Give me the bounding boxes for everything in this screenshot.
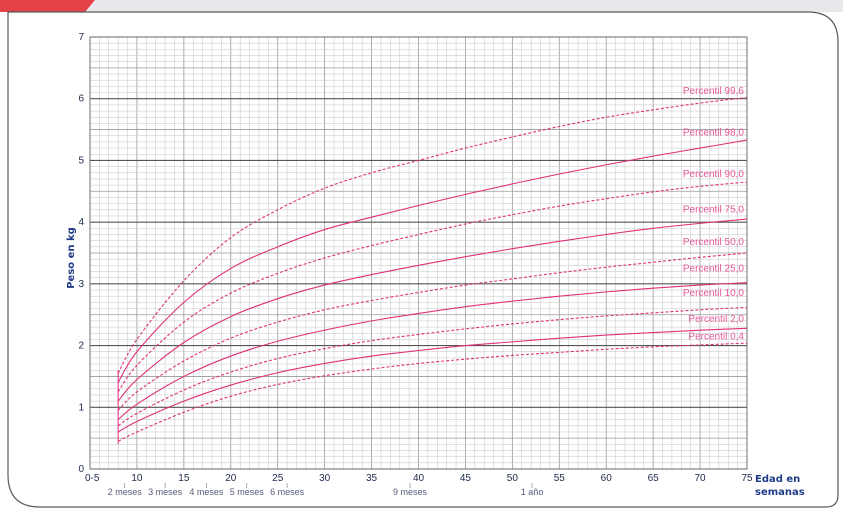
plot-border bbox=[89, 36, 748, 470]
y-tick-label: 7 bbox=[78, 32, 84, 43]
x-tick-label: 40 bbox=[413, 473, 425, 484]
percentile-curve-7 bbox=[117, 327, 748, 433]
x-tick-label: 50 bbox=[507, 473, 519, 484]
percentile-curve-1 bbox=[117, 139, 748, 383]
percentile-curve-3 bbox=[117, 218, 748, 402]
y-tick-label: 3 bbox=[78, 279, 84, 290]
y-tick-label: 5 bbox=[78, 155, 84, 166]
x-tick-label: 45 bbox=[460, 473, 472, 484]
percentile-curve-0 bbox=[117, 96, 748, 374]
curve-label-8: Percentil 0,4 bbox=[688, 331, 744, 342]
age-label: 1 año bbox=[521, 487, 544, 497]
percentile-curve-8 bbox=[117, 342, 748, 442]
top-band bbox=[0, 0, 843, 12]
x-tick-label: 65 bbox=[648, 473, 660, 484]
curve-label-3: Percentil 75,0 bbox=[683, 204, 745, 215]
x-tick-label: 15 bbox=[178, 473, 190, 484]
grid bbox=[89, 36, 748, 470]
curve-labels: Percentil 99,6 Percentil 98,0 Percentil 90… bbox=[683, 86, 745, 343]
age-label: 9 meses bbox=[393, 487, 428, 497]
curve-label-1: Percentil 98,0 bbox=[683, 128, 745, 139]
age-label: 5 meses bbox=[230, 487, 265, 497]
x-tick-label: 30 bbox=[319, 473, 331, 484]
y-tick-label: 1 bbox=[78, 402, 84, 413]
percentile-curves bbox=[117, 96, 748, 445]
x-tick-label: 20 bbox=[225, 473, 237, 484]
x-tick-label: 75 bbox=[741, 473, 753, 484]
curve-label-4: Percentil 50,0 bbox=[683, 237, 745, 248]
y-tick-label: 4 bbox=[78, 217, 84, 228]
y-tick-label: 0 bbox=[78, 464, 84, 475]
age-month-labels: 2 meses 3 meses 4 meses 5 meses 6 meses 9 mes… bbox=[108, 483, 544, 497]
x-axis-title-line2: semanas bbox=[755, 487, 805, 498]
x-tick-label: 70 bbox=[695, 473, 707, 484]
percentile-curve-4 bbox=[117, 252, 748, 411]
age-label: 6 meses bbox=[270, 487, 305, 497]
y-tick-label: 2 bbox=[78, 341, 84, 352]
x-tick-label: 55 bbox=[554, 473, 566, 484]
accent-corner-left bbox=[0, 0, 95, 12]
x-tick-label: 35 bbox=[366, 473, 378, 484]
curve-label-6: Percentil 10,0 bbox=[683, 288, 745, 299]
curve-label-2: Percentil 90,0 bbox=[683, 169, 745, 180]
x-axis-ticks: 0-5 10 15 20 25 30 35 40 45 50 55 60 65 70 75 bbox=[85, 473, 753, 484]
y-axis-title: Peso en kg bbox=[66, 227, 77, 289]
x-tick-label: 0-5 bbox=[85, 473, 100, 484]
x-tick-label: 25 bbox=[272, 473, 284, 484]
x-tick-label: 60 bbox=[601, 473, 613, 484]
age-label: 2 meses bbox=[108, 487, 143, 497]
age-label: 4 meses bbox=[189, 487, 224, 497]
curve-label-0: Percentil 99,6 bbox=[683, 86, 745, 97]
y-tick-label: 6 bbox=[78, 94, 84, 105]
percentile-curve-5 bbox=[117, 282, 748, 421]
age-label: 3 meses bbox=[148, 487, 183, 497]
percentile-curve-6 bbox=[117, 306, 748, 427]
y-axis-ticks: 0 1 2 3 4 5 6 7 bbox=[78, 32, 84, 475]
curve-label-7: Percentil 2,0 bbox=[688, 314, 744, 325]
x-tick-label: 10 bbox=[131, 473, 143, 484]
x-axis-title-line1: Edad en bbox=[755, 474, 800, 485]
curve-label-5: Percentil 25,0 bbox=[683, 264, 745, 275]
